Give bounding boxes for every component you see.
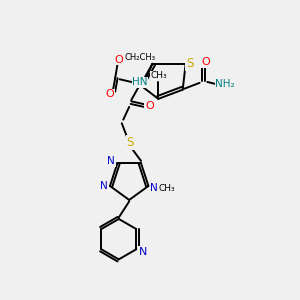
Text: N: N [139,247,147,257]
Text: N: N [100,181,108,191]
Text: O: O [115,55,124,65]
Text: S: S [126,136,134,149]
Text: N: N [151,183,158,193]
Text: HN: HN [132,77,148,87]
Text: CH₃: CH₃ [159,184,176,193]
Text: NH₂: NH₂ [215,79,235,89]
Text: O: O [201,57,210,67]
Text: S: S [186,57,193,70]
Text: O: O [106,89,114,99]
Text: O: O [145,101,154,111]
Text: CH₃: CH₃ [150,71,166,80]
Text: N: N [107,156,115,166]
Text: CH₂CH₃: CH₂CH₃ [124,53,155,62]
